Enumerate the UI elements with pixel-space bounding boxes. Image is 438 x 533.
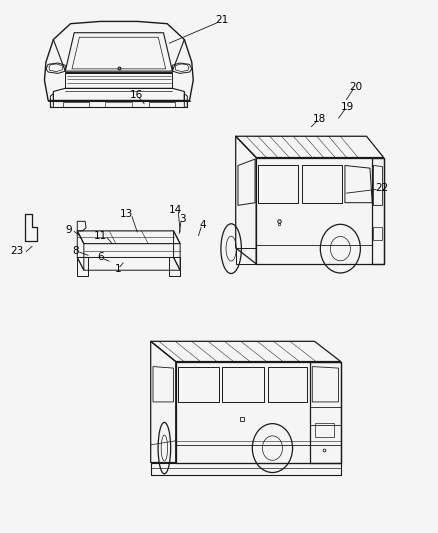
Text: 6: 6 [97,253,103,262]
Text: 20: 20 [349,82,362,92]
Text: 23: 23 [11,246,24,255]
Text: 16: 16 [130,90,143,100]
Text: 8: 8 [71,246,78,255]
Text: 4: 4 [199,220,206,230]
Text: 18: 18 [312,114,325,124]
Text: 9: 9 [65,225,72,236]
Text: 14: 14 [169,205,182,215]
Text: 3: 3 [179,214,185,224]
Text: 21: 21 [215,15,228,26]
Text: 11: 11 [94,231,107,241]
Text: 22: 22 [374,183,387,193]
Text: 1: 1 [114,264,121,274]
Text: 19: 19 [340,102,353,112]
Text: 13: 13 [120,209,133,220]
